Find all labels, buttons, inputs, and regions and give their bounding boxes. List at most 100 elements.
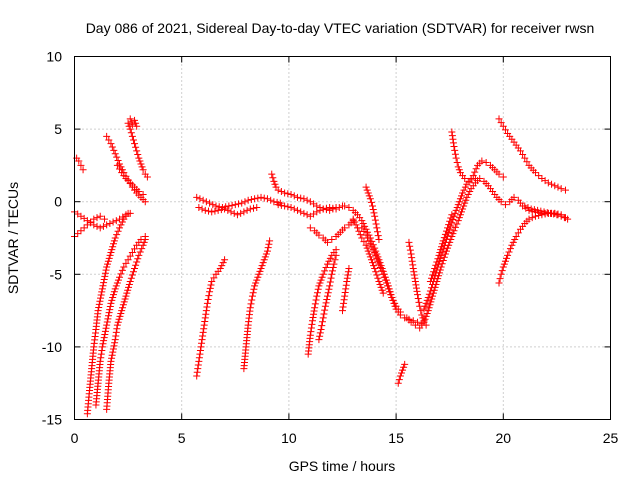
data-point xyxy=(373,224,381,232)
data-point xyxy=(342,285,350,293)
data-point xyxy=(423,310,431,318)
data-point xyxy=(561,214,569,222)
data-point xyxy=(444,224,452,232)
data-point xyxy=(399,366,407,374)
data-point xyxy=(519,151,527,159)
data-point xyxy=(459,205,467,213)
data-point xyxy=(373,271,381,279)
data-point xyxy=(426,287,434,295)
data-point xyxy=(136,248,144,256)
data-point xyxy=(394,379,402,387)
data-point xyxy=(238,199,246,207)
data-point xyxy=(523,158,531,166)
data-point xyxy=(354,224,362,232)
data-point xyxy=(119,301,127,309)
data-point xyxy=(200,325,208,333)
data-point xyxy=(131,140,139,148)
data-point xyxy=(451,209,459,217)
data-point xyxy=(241,198,249,206)
data-point xyxy=(363,186,371,194)
data-point xyxy=(111,234,119,242)
data-point xyxy=(315,231,323,239)
data-point xyxy=(96,357,104,365)
data-point xyxy=(388,294,396,302)
data-point xyxy=(128,121,136,129)
data-point xyxy=(196,195,204,203)
data-point xyxy=(407,250,415,258)
data-point xyxy=(244,196,252,204)
data-point xyxy=(546,209,554,217)
data-point xyxy=(318,273,326,281)
data-point xyxy=(297,208,305,216)
data-point xyxy=(438,240,446,248)
data-point xyxy=(118,266,126,274)
data-point xyxy=(110,146,118,154)
data-point xyxy=(365,250,373,258)
data-point xyxy=(123,289,131,297)
data-point xyxy=(527,205,535,213)
data-point xyxy=(118,218,126,226)
data-point xyxy=(97,291,105,299)
data-point xyxy=(128,132,136,140)
data-point xyxy=(371,249,379,257)
data-point xyxy=(112,328,120,336)
data-point xyxy=(119,304,127,312)
series-arc-18 xyxy=(315,251,340,344)
data-point xyxy=(453,158,461,166)
data-point xyxy=(495,279,503,287)
data-point xyxy=(107,299,115,307)
data-point xyxy=(125,122,133,130)
data-point xyxy=(447,214,455,222)
data-point xyxy=(95,300,103,308)
data-point xyxy=(340,296,348,304)
data-point xyxy=(540,208,548,216)
data-point xyxy=(411,278,419,286)
data-point xyxy=(125,280,133,288)
data-point xyxy=(550,210,558,218)
data-point xyxy=(343,278,351,286)
data-point xyxy=(126,115,134,123)
data-point xyxy=(306,331,314,339)
data-point xyxy=(263,247,271,255)
data-point xyxy=(125,283,133,291)
data-point xyxy=(114,227,122,235)
data-point xyxy=(535,172,543,180)
data-point xyxy=(114,157,122,165)
data-point xyxy=(453,220,461,228)
data-point xyxy=(361,222,369,230)
data-point xyxy=(456,211,464,219)
data-point xyxy=(313,292,321,300)
series-arc-17 xyxy=(304,246,340,358)
data-point xyxy=(121,295,129,303)
data-point xyxy=(263,195,271,203)
data-point xyxy=(246,304,254,312)
data-point xyxy=(425,290,433,298)
y-axis-title: SDTVAR / TECUs xyxy=(5,182,21,294)
data-point xyxy=(321,267,329,275)
data-point xyxy=(143,173,151,181)
data-point xyxy=(561,186,569,194)
data-point xyxy=(316,332,324,340)
data-point xyxy=(414,291,422,299)
data-point xyxy=(461,174,469,182)
data-point xyxy=(202,307,210,315)
data-point xyxy=(535,211,543,219)
data-point xyxy=(496,275,504,283)
data-point xyxy=(221,256,229,264)
data-point xyxy=(93,214,101,222)
data-point xyxy=(308,320,316,328)
data-point xyxy=(440,234,448,242)
data-point xyxy=(451,223,459,231)
data-point xyxy=(108,351,116,359)
data-point xyxy=(243,206,251,214)
data-point xyxy=(290,205,298,213)
data-point xyxy=(553,211,561,219)
data-point xyxy=(251,195,259,203)
data-point xyxy=(340,299,348,307)
data-point xyxy=(319,270,327,278)
y-tick-label: 10 xyxy=(46,49,62,65)
data-point xyxy=(551,182,559,190)
data-point xyxy=(139,241,147,249)
data-point xyxy=(501,257,509,265)
data-point xyxy=(106,306,114,314)
